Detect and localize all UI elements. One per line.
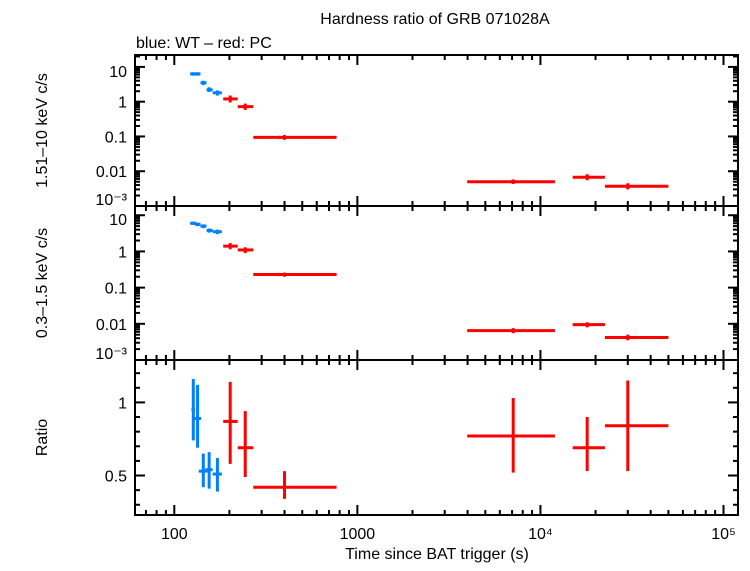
x-tick-label: 100 xyxy=(161,526,188,543)
panel-frame xyxy=(134,54,739,207)
data-point-pc xyxy=(253,471,337,499)
data-point-wt xyxy=(212,90,222,96)
y-tick-label: 0.01 xyxy=(96,317,127,334)
x-tick-label: 10⁵ xyxy=(711,526,735,543)
data-point-pc xyxy=(223,95,238,103)
y-tick-label: 10⁻³ xyxy=(95,346,127,363)
y-axis-label: 1.51–10 keV c/s xyxy=(34,73,51,188)
x-axis-label: Time since BAT trigger (s) xyxy=(345,546,529,563)
data-point-pc xyxy=(572,417,605,472)
data-point-wt xyxy=(200,80,207,86)
data-point-wt xyxy=(212,457,222,492)
y-tick-label: 1 xyxy=(118,244,127,261)
y-tick-label: 10 xyxy=(109,64,127,81)
data-point-pc xyxy=(467,398,555,473)
data-point-wt xyxy=(212,229,222,235)
y-tick-label: 0.5 xyxy=(105,469,127,486)
y-tick-label: 0.01 xyxy=(96,164,127,181)
data-point-wt xyxy=(195,222,201,227)
x-tick-label: 10⁴ xyxy=(528,526,553,543)
y-tick-label: 10⁻³ xyxy=(95,192,127,209)
data-point-pc xyxy=(223,381,238,464)
data-point-wt xyxy=(195,72,201,76)
data-point-pc xyxy=(604,380,669,472)
data-point-pc xyxy=(467,179,555,184)
panel-3: 1 0.5 Ratio 100 1000 10⁴ 10⁵ xyxy=(34,359,739,543)
y-tick-label: 0.1 xyxy=(105,129,127,146)
data-point-wt xyxy=(205,452,213,489)
data-point-pc xyxy=(604,183,669,190)
data-point-wt xyxy=(206,87,213,92)
data-point-pc xyxy=(237,411,254,477)
data-point-pc xyxy=(253,272,337,277)
panel-frame xyxy=(134,359,739,516)
y-axis-label: Ratio xyxy=(34,419,51,456)
y-tick-label: 0.1 xyxy=(105,281,127,298)
y-tick-label: 10 xyxy=(109,212,127,229)
y-tick-label: 1 xyxy=(118,95,127,112)
data-point-wt xyxy=(206,228,213,233)
data-point-pc xyxy=(237,247,254,254)
data-point-wt xyxy=(193,384,202,448)
data-point-pc xyxy=(237,103,254,110)
data-point-wt xyxy=(200,224,207,229)
y-axis-label: 0.3–1.5 keV c/s xyxy=(34,228,51,338)
data-point-pc xyxy=(253,135,337,140)
chart-subtitle: blue: WT – red: PC xyxy=(136,35,272,52)
data-point-pc xyxy=(572,322,605,328)
y-tick-label: 1 xyxy=(118,395,127,412)
data-point-pc xyxy=(223,243,238,250)
chart-title: Hardness ratio of GRB 071028A xyxy=(320,11,550,28)
panel-1: 10 1 0.1 0.01 10⁻³ 1.51–10 keV c/s xyxy=(34,54,739,209)
x-tick-label: 1000 xyxy=(340,526,376,543)
panel-2: 10 1 0.1 0.01 10⁻³ 0.3–1.5 keV c/s xyxy=(34,205,739,363)
data-point-pc xyxy=(604,334,669,341)
data-point-pc xyxy=(572,174,605,181)
data-point-wt xyxy=(191,379,196,441)
data-point-pc xyxy=(467,328,555,334)
